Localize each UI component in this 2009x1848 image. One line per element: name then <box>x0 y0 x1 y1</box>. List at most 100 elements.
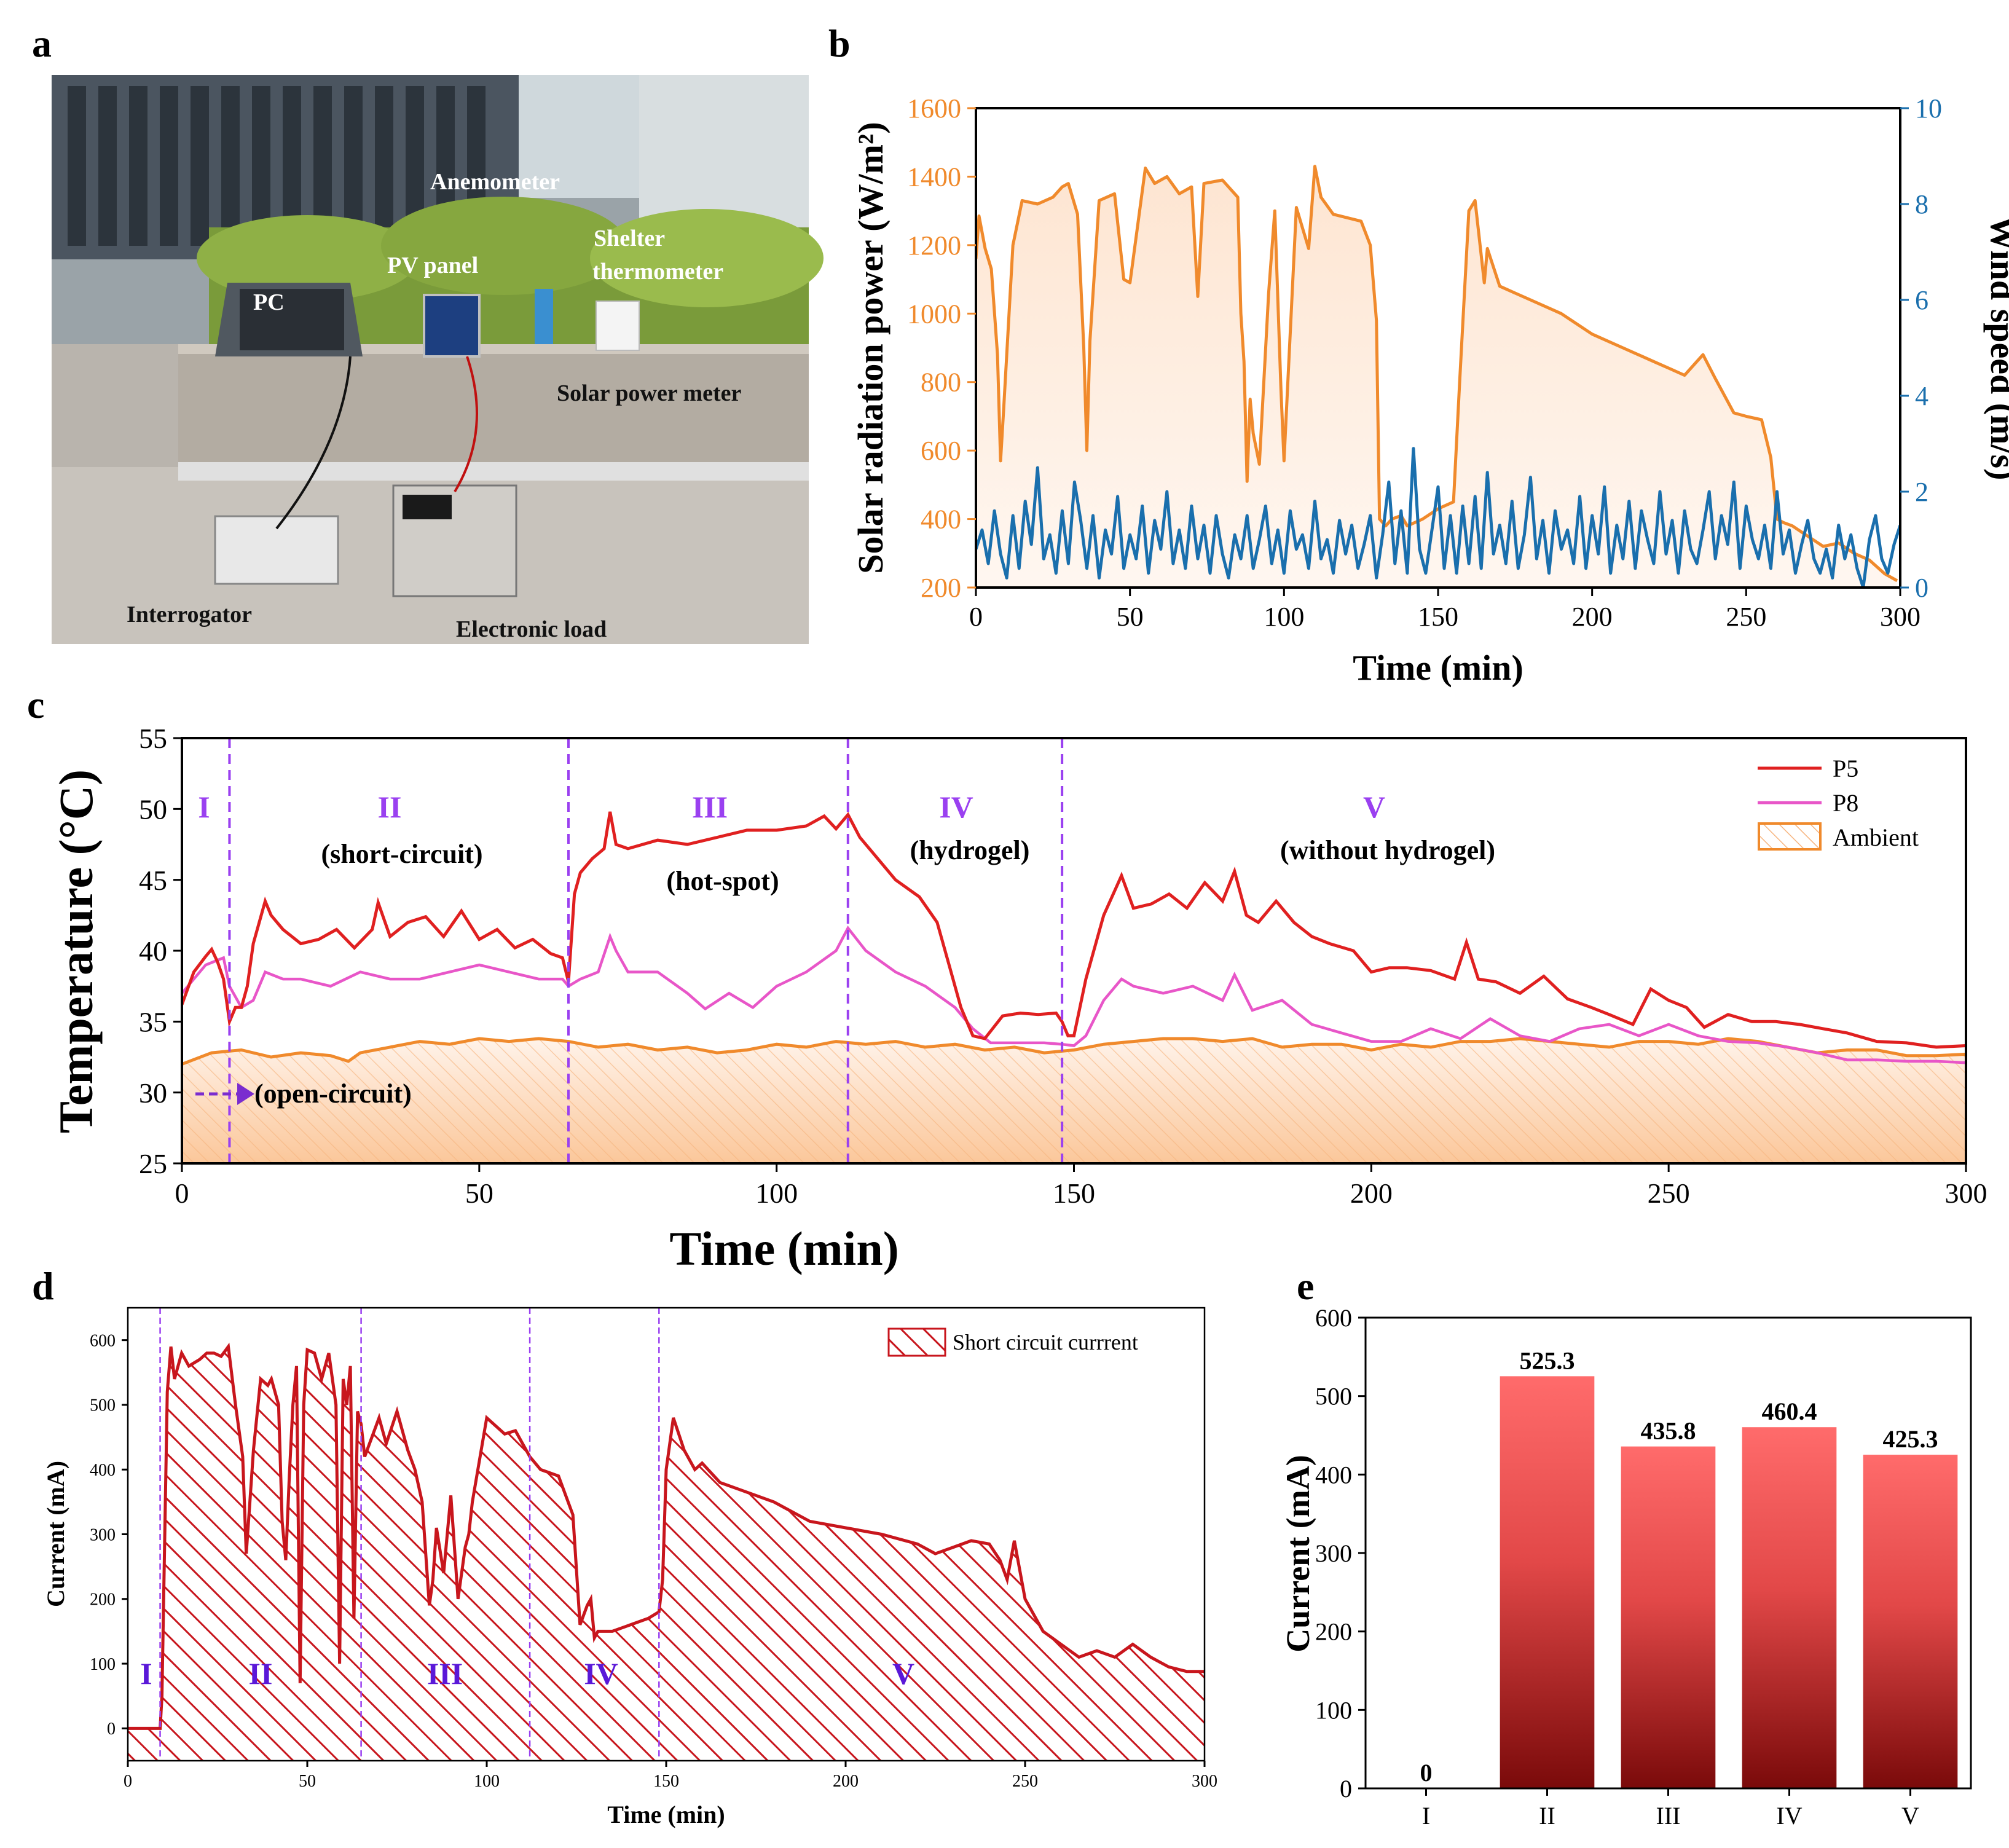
photo-label-pc: PC <box>253 289 285 315</box>
x-axis-e-tick-label: III <box>1656 1802 1681 1830</box>
y-axis-right-b-tick-label: 2 <box>1915 477 1928 507</box>
x-axis-c-tick-label: 50 <box>465 1178 493 1209</box>
bar-value-label: 435.8 <box>1641 1417 1696 1445</box>
y-axis-right-b-tick-label: 0 <box>1915 573 1928 603</box>
panel-label-a: a <box>32 22 52 65</box>
bar-value-label: 0 <box>1420 1759 1433 1787</box>
y-axis-c-tick-label: 40 <box>139 935 167 967</box>
y-axis-label-e: Current (mA) <box>1280 1455 1316 1652</box>
ambient-area-hatch <box>182 1039 1966 1163</box>
x-axis-d-tick-label: 200 <box>833 1772 859 1791</box>
x-axis-c-tick-label: 100 <box>755 1178 798 1209</box>
x-axis-c-tick-label: 250 <box>1648 1178 1690 1209</box>
panel-label-d: d <box>32 1264 54 1308</box>
y-axis-e-tick-label: 300 <box>1315 1539 1352 1567</box>
photo: PC PV panel Anemometer Shelter thermomet… <box>52 75 824 644</box>
legend-label-p5: P5 <box>1833 755 1858 782</box>
y-axis-d-tick-label: 200 <box>90 1590 116 1610</box>
y-axis-right-b-tick-label: 10 <box>1915 93 1942 124</box>
chart-d: 0 50 100 150 200 250 300 0 100 200 300 400 500 600 I… <box>42 1307 1217 1828</box>
photo-label-shelter: Shelter <box>594 226 665 251</box>
x-axis-b-tick-label: 300 <box>1880 602 1921 632</box>
solar-radiation-line <box>976 165 1898 583</box>
x-axis-b-tick-label: 50 <box>1117 602 1144 632</box>
region-desc-without-hydrogel: (without hydrogel) <box>1280 835 1495 865</box>
region-numeral-d-1: I <box>140 1656 152 1691</box>
y-axis-d-tick-label: 400 <box>90 1461 116 1480</box>
legend-swatch-ambient <box>1758 822 1822 851</box>
x-axis-label-b: Time (min) <box>1353 648 1523 688</box>
x-axis-e-tick-label: I <box>1422 1802 1430 1830</box>
photo-label-solar-meter: Solar power meter <box>557 380 742 406</box>
y-axis-e-tick-label: 600 <box>1315 1304 1352 1332</box>
y-axis-c-tick-label: 30 <box>139 1077 167 1109</box>
panel-label-c: c <box>27 683 44 726</box>
y-axis-c-tick-label: 55 <box>139 723 167 754</box>
y-axis-label-left-b: Solar radiation power (W/m²) <box>851 122 890 573</box>
x-axis-d-tick-label: 50 <box>299 1772 316 1791</box>
y-axis-left-b-tick-label: 1200 <box>907 230 961 261</box>
bar-III <box>1621 1446 1716 1788</box>
region-desc-short-circuit: (short-circuit) <box>321 839 482 869</box>
y-axis-left-b-tick-label: 600 <box>921 436 961 466</box>
x-axis-d-tick-label: 150 <box>653 1772 679 1791</box>
x-axis-b-tick-label: 200 <box>1572 602 1613 632</box>
legend-swatch-current <box>887 1327 946 1357</box>
y-axis-e-tick-label: 200 <box>1315 1618 1352 1646</box>
y-axis-left-b-tick-label: 400 <box>921 505 961 535</box>
open-circuit-arrow <box>195 1083 254 1105</box>
panel-label-b: b <box>828 22 851 65</box>
y-axis-d-tick-label: 0 <box>107 1720 116 1739</box>
y-axis-c-tick-label: 35 <box>139 1006 167 1037</box>
y-axis-label-d: Current (mA) <box>42 1461 69 1607</box>
p5-line <box>182 811 1966 1049</box>
x-axis-b-tick-label: 0 <box>969 602 983 632</box>
y-axis-left-b-tick-label: 200 <box>921 573 961 603</box>
y-axis-d-tick-label: 500 <box>90 1396 116 1415</box>
solar-area-fill <box>976 166 1897 588</box>
current-area-hatch <box>128 1347 1205 1761</box>
x-axis-e-tick-label: IV <box>1776 1802 1802 1830</box>
wind-speed-line <box>976 447 1900 588</box>
y-axis-right-b-tick-label: 6 <box>1915 285 1928 315</box>
x-axis-b-tick-label: 100 <box>1264 602 1304 632</box>
x-axis-c-tick-label: 300 <box>1945 1178 1987 1209</box>
y-axis-right-b-tick-label: 8 <box>1915 189 1928 219</box>
bar-IV <box>1742 1427 1837 1788</box>
region-numeral-d-5: V <box>892 1656 914 1691</box>
y-axis-d-tick-label: 600 <box>90 1331 116 1350</box>
region-numeral-c-2: II <box>378 790 402 824</box>
y-axis-label-c: Temperature (°C) <box>49 769 103 1133</box>
x-axis-label-c: Time (min) <box>669 1222 898 1275</box>
y-axis-c-tick-label: 45 <box>139 865 167 896</box>
photo-label-electronic-load: Electronic load <box>456 616 607 642</box>
ambient-line <box>182 1037 1966 1066</box>
region-numeral-d-2: II <box>249 1656 273 1691</box>
y-axis-right-b-tick-label: 4 <box>1915 381 1928 411</box>
y-axis-e-tick-label: 100 <box>1315 1696 1352 1724</box>
legend-d: Short circuit currrent <box>887 1327 1138 1357</box>
y-axis-e-tick-label: 0 <box>1340 1775 1352 1803</box>
chart-c: 0 50 100 150 200 250 300 25 30 35 40 45 50 55 I II I… <box>49 723 1987 1275</box>
x-axis-c-tick-label: 200 <box>1350 1178 1393 1209</box>
y-axis-label-right-b: Wind speed (m/s) <box>1983 216 2009 481</box>
y-axis-e-tick-label: 500 <box>1315 1383 1352 1410</box>
bar-value-label: 525.3 <box>1520 1347 1575 1374</box>
panel-label-e: e <box>1297 1264 1314 1308</box>
y-axis-d-tick-label: 300 <box>90 1525 116 1544</box>
region-numeral-c-4: IV <box>939 790 973 824</box>
x-axis-e-tick-label: II <box>1539 1802 1555 1830</box>
region-numeral-c-3: III <box>692 790 728 824</box>
bar-II <box>1500 1376 1595 1788</box>
x-axis-d-tick-label: 0 <box>124 1772 132 1791</box>
p8-line <box>182 925 1966 1064</box>
photo-label-pv-panel: PV panel <box>387 253 478 278</box>
bar-V <box>1863 1455 1958 1788</box>
x-axis-c-tick-label: 150 <box>1053 1178 1095 1209</box>
legend-label-current: Short circuit currrent <box>953 1330 1138 1355</box>
y-axis-c-tick-label: 50 <box>139 793 167 825</box>
y-axis-d-tick-label: 100 <box>90 1655 116 1674</box>
y-axis-c-tick-label: 25 <box>139 1148 167 1179</box>
